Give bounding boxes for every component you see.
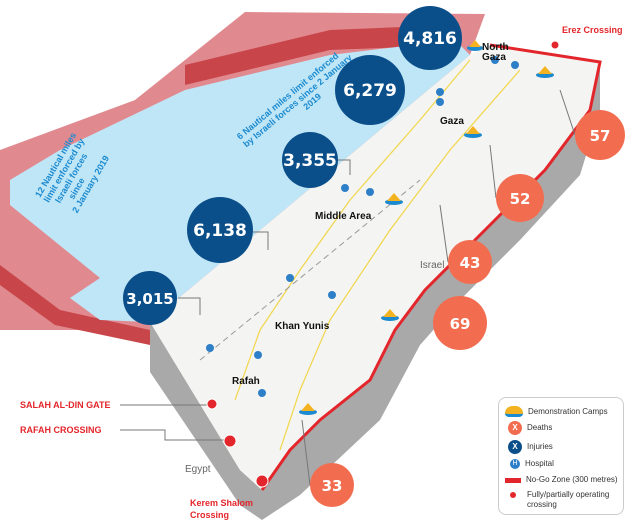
legend-label: Hospital <box>525 459 554 468</box>
injuries-bubble-rafah <box>123 271 177 325</box>
label-gaza: Gaza <box>440 116 464 127</box>
legend-label: No-Go Zone (300 metres) <box>526 475 618 484</box>
crossing-icons <box>206 40 560 488</box>
legend-label: Fully/partially operating crossing <box>527 490 610 509</box>
label-egypt: Egypt <box>185 464 211 475</box>
injuries-value: 3,015 <box>126 290 173 308</box>
deaths-value: 33 <box>322 477 343 495</box>
deaths-value: 43 <box>460 254 481 272</box>
injuries-value: 6,138 <box>193 221 247 241</box>
crossing-icon <box>510 492 516 498</box>
legend-nogo: No-Go Zone (300 metres) <box>505 475 618 485</box>
legend-camps: Demonstration Camps <box>505 406 608 417</box>
main-road <box>234 59 471 401</box>
hospital-icon: H <box>510 459 520 469</box>
legend-hospital: H Hospital <box>505 459 554 469</box>
legend-label: Demonstration Camps <box>528 406 608 416</box>
deaths-bubble-gaza <box>496 174 544 222</box>
injuries-value: 6,279 <box>343 81 397 101</box>
injuries-bubble-middle-area <box>282 132 338 188</box>
injuries-icon: X <box>508 440 522 454</box>
deaths-bubble-north-gaza <box>575 110 625 160</box>
legend-label: Deaths <box>527 423 553 432</box>
hospital-icons <box>206 56 519 397</box>
label-kerem-shalom: Crossing <box>190 510 229 520</box>
legend: Demonstration Camps X Deaths X Injuries … <box>498 397 624 515</box>
governorate-border <box>199 179 421 361</box>
no-go-zone <box>260 43 602 491</box>
zone-wall <box>0 265 150 345</box>
label-north-gaza: Gaza <box>482 52 506 63</box>
injuries-bubble-gaza <box>335 55 405 125</box>
deaths-bubble-middle-area <box>448 240 492 284</box>
label-salah-al-din-gate: SALAH AL-DIN GATE <box>20 400 111 410</box>
injuries-bubble-north-gaza <box>398 6 462 70</box>
legend-label: Injuries <box>527 442 553 451</box>
label-north-gaza: North <box>482 42 509 53</box>
leader-lines <box>120 89 576 486</box>
label-erez-crossing: Erez Crossing <box>562 25 623 35</box>
deaths-value: 52 <box>510 190 531 208</box>
injuries-bubble-khan-yunis <box>187 197 253 263</box>
legend-injuries: X Injuries <box>505 440 553 454</box>
main-road <box>279 69 521 451</box>
label-middle-area: Middle Area <box>315 211 372 222</box>
deaths-bubble-khan-yunis <box>433 296 487 350</box>
deaths-value: 69 <box>450 315 471 333</box>
legend-deaths: X Deaths <box>505 421 552 435</box>
tent-camp-icons <box>299 40 554 415</box>
gaza-strip <box>150 45 600 490</box>
injuries-value: 3,355 <box>283 151 337 171</box>
label-rafah: Rafah <box>232 376 260 387</box>
no-go-zone-swatch <box>505 477 521 483</box>
deaths-value: 57 <box>590 127 611 145</box>
deaths-icon: X <box>508 421 522 435</box>
label-rafah-crossing: RAFAH CROSSING <box>20 425 102 435</box>
label-israel: Israel <box>420 260 444 271</box>
legend-crossing: Fully/partially operating crossing <box>505 490 609 510</box>
label-kerem-shalom: Kerem Shalom <box>190 498 253 508</box>
deaths-bubble-rafah <box>310 463 354 507</box>
injuries-value: 4,816 <box>403 29 457 49</box>
zone-wall <box>185 30 330 85</box>
tent-camp-icon <box>505 406 523 417</box>
label-khan-yunis: Khan Yunis <box>275 321 330 332</box>
